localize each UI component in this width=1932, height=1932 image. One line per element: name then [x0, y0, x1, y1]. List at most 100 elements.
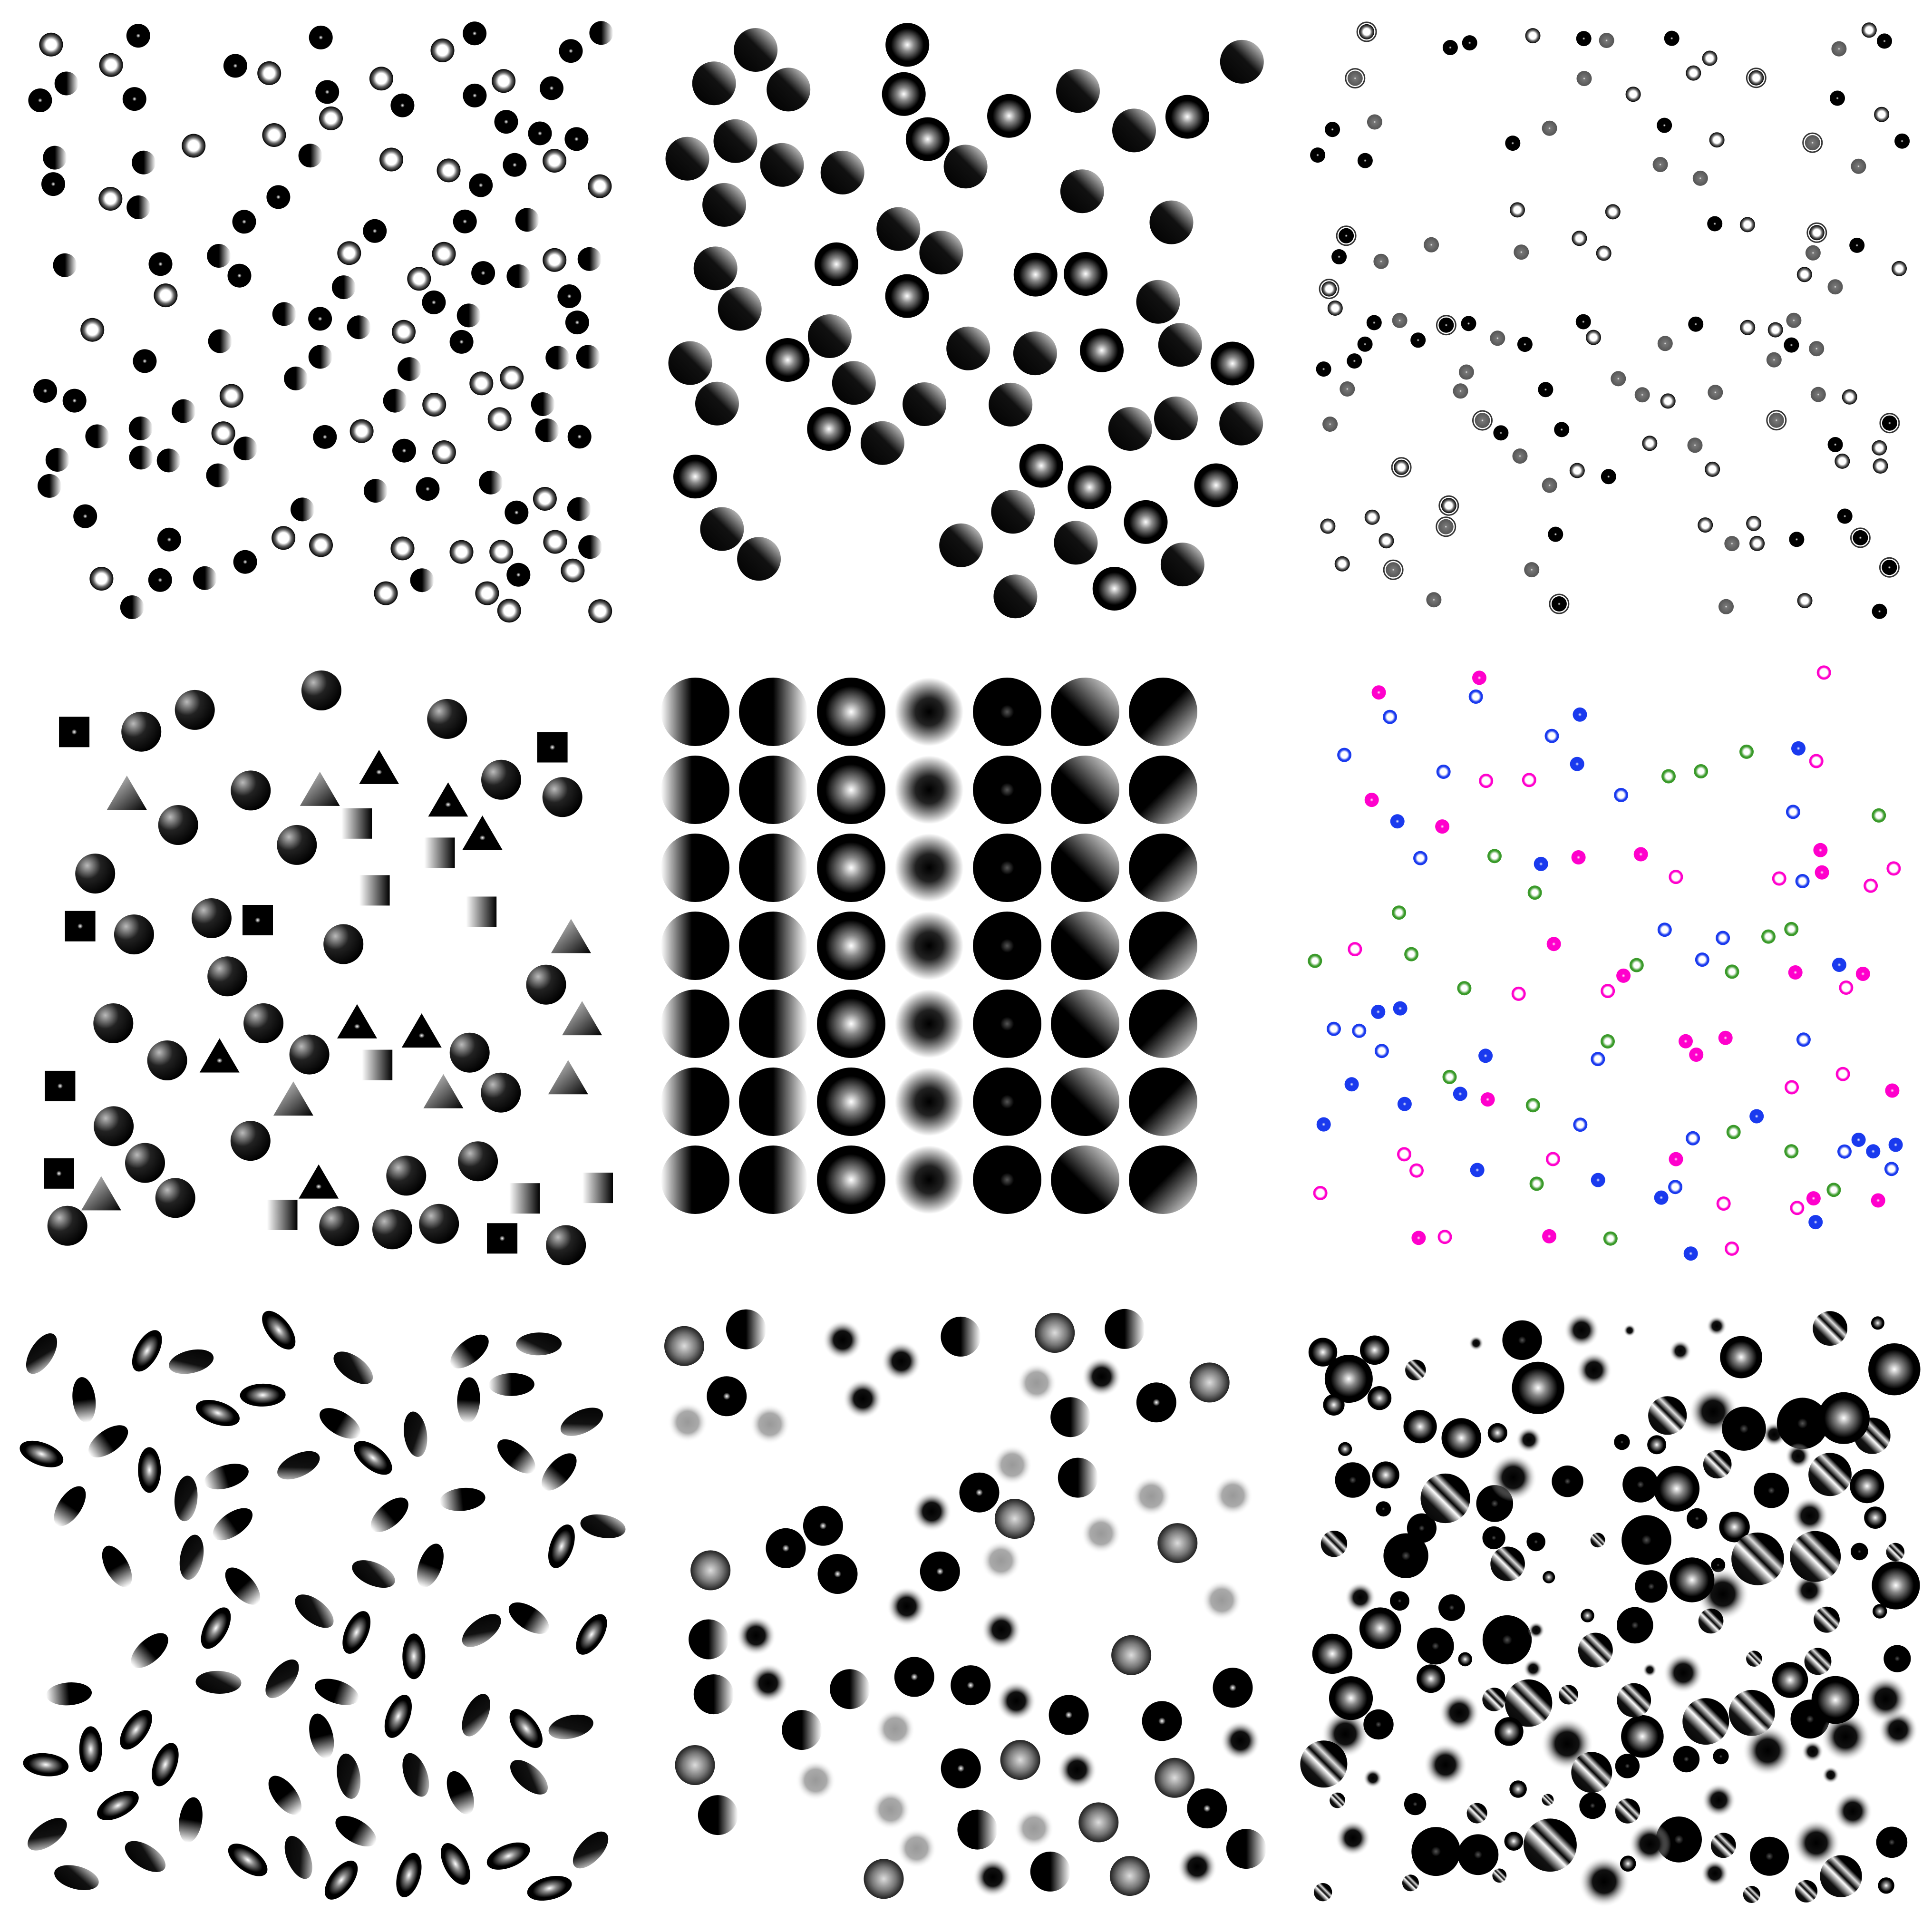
disk — [1050, 1397, 1091, 1437]
dot — [172, 399, 196, 423]
dot — [422, 393, 447, 417]
colored-ring — [1808, 1215, 1823, 1230]
colored-ring — [1570, 757, 1584, 771]
dot — [1882, 415, 1897, 431]
sphere — [766, 338, 810, 382]
sphere — [372, 1209, 412, 1250]
panel-gradient-grid-7x7 — [661, 678, 1197, 1214]
disk — [1187, 1788, 1227, 1829]
disk — [881, 1341, 922, 1381]
sphere — [1372, 1461, 1399, 1489]
dot — [126, 195, 151, 219]
sphere — [946, 326, 990, 370]
sphere — [1851, 1543, 1868, 1561]
dot — [337, 241, 361, 265]
dot — [479, 470, 503, 495]
dot — [1321, 281, 1337, 297]
sphere — [1154, 396, 1198, 440]
ellipse — [225, 1567, 261, 1605]
sphere — [1792, 1573, 1826, 1607]
ring — [1436, 315, 1456, 336]
sphere — [1313, 1883, 1332, 1902]
dot — [469, 371, 494, 396]
ellipse — [548, 1714, 593, 1739]
sphere — [1873, 1604, 1887, 1619]
colored-ring — [1795, 874, 1810, 888]
colored-ring — [1404, 947, 1419, 961]
dot — [319, 106, 343, 130]
dot — [1702, 50, 1718, 66]
dot — [89, 567, 114, 591]
ellipse — [497, 1439, 535, 1474]
dot — [503, 153, 527, 177]
dot — [543, 530, 567, 554]
dot — [1331, 249, 1347, 264]
sphere — [121, 711, 162, 752]
sphere — [695, 381, 739, 426]
square — [487, 1223, 518, 1254]
grid-circle — [973, 1068, 1041, 1136]
colored-ring — [1344, 1077, 1359, 1092]
dot — [1316, 361, 1331, 377]
grid-circle — [895, 678, 963, 746]
sphere — [1329, 1676, 1373, 1720]
sphere — [885, 274, 929, 318]
sphere — [1817, 1392, 1870, 1444]
sphere — [665, 136, 709, 181]
colored-ring — [1413, 851, 1427, 865]
colored-ring — [1337, 748, 1352, 762]
grid-circle — [895, 990, 963, 1058]
colored-ring — [1453, 1087, 1467, 1101]
triangle — [107, 776, 147, 810]
sphere — [1363, 1709, 1394, 1740]
dot — [1686, 65, 1701, 81]
colored-ring — [1784, 1144, 1799, 1159]
sphere — [231, 770, 271, 811]
disk — [1058, 1457, 1098, 1498]
dot — [227, 263, 252, 288]
sphere — [114, 914, 154, 955]
sphere — [94, 1106, 134, 1146]
sphere — [1669, 1340, 1691, 1362]
sphere — [1617, 1683, 1651, 1718]
grid-circle — [661, 678, 729, 746]
dot — [1768, 412, 1784, 428]
ellipse — [417, 1544, 444, 1588]
dot — [1424, 237, 1439, 252]
grid-circle — [661, 912, 729, 980]
dot — [1853, 530, 1868, 545]
disk — [766, 1528, 806, 1568]
grid-circle — [661, 1068, 729, 1136]
sphere — [1563, 1312, 1600, 1348]
square — [44, 1158, 74, 1189]
dot — [85, 424, 109, 448]
sphere — [991, 490, 1035, 534]
ellipse — [195, 1399, 240, 1427]
sphere — [230, 1121, 271, 1161]
dot — [284, 366, 308, 390]
sphere — [1872, 1561, 1920, 1610]
colored-ring — [1885, 1083, 1900, 1098]
colored-ring — [1785, 1080, 1799, 1095]
dot — [1554, 422, 1570, 437]
sphere — [1795, 1880, 1818, 1903]
sphere — [1330, 1792, 1345, 1808]
triangle — [551, 919, 591, 953]
colored-ring — [1855, 967, 1870, 981]
dot — [45, 448, 69, 472]
colored-ring — [1816, 665, 1831, 680]
sphere — [1308, 1338, 1338, 1367]
disk — [1202, 1580, 1242, 1621]
dot — [308, 345, 332, 369]
sphere — [993, 574, 1038, 619]
dot — [1861, 22, 1877, 38]
grid-circle — [1129, 990, 1197, 1058]
colored-ring — [1815, 865, 1829, 880]
sphere — [1469, 1336, 1484, 1351]
colored-ring — [1864, 878, 1878, 893]
dot — [1739, 217, 1755, 233]
ellipse — [352, 1560, 395, 1588]
dot — [331, 275, 356, 300]
grid-circle — [739, 756, 807, 824]
grid-circle — [1129, 1068, 1197, 1136]
